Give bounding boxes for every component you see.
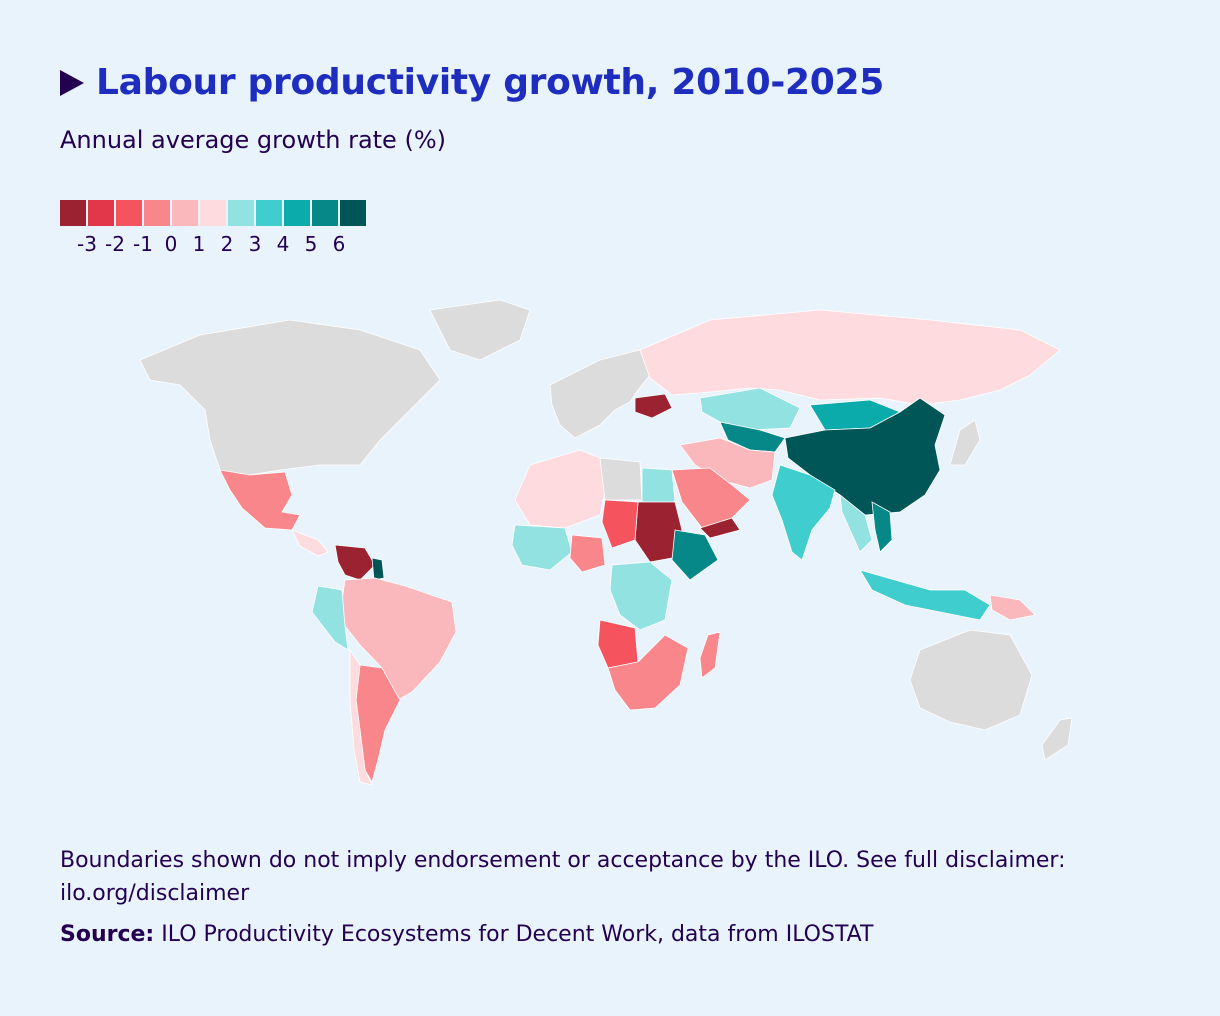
source-line: Source: ILO Productivity Ecosystems for … <box>60 922 873 947</box>
region-japan <box>949 419 981 466</box>
legend-swatch <box>144 200 170 226</box>
region-saudi-arabia <box>671 467 751 529</box>
region-angola <box>597 619 639 669</box>
legend-swatch <box>88 200 114 226</box>
legend-labels: -3 -2 -1 0 1 2 3 4 5 6 <box>60 232 380 258</box>
legend-label: -3 <box>77 232 97 256</box>
legend-swatch <box>172 200 198 226</box>
region-central-america <box>291 529 329 557</box>
legend-label: 0 <box>164 232 178 256</box>
region-yemen <box>699 517 741 539</box>
legend-label: 6 <box>332 232 346 256</box>
legend-label: -2 <box>105 232 125 256</box>
region-peru <box>311 585 349 651</box>
region-libya <box>599 457 643 501</box>
region-ukraine <box>634 393 673 419</box>
page-title: Labour productivity growth, 2010-2025 <box>96 62 885 103</box>
source-text: ILO Productivity Ecosystems for Decent W… <box>154 922 874 947</box>
region-madagascar <box>699 631 721 679</box>
disclaimer-text: Boundaries shown do not imply endorsemen… <box>60 848 1066 906</box>
region-north-africa <box>514 449 606 529</box>
legend-swatch <box>200 200 226 226</box>
source-label: Source: <box>60 922 155 947</box>
region-guyana <box>371 557 385 581</box>
region-australia <box>909 629 1033 731</box>
region-chile <box>349 648 373 786</box>
legend-swatch <box>312 200 338 226</box>
legend-swatch <box>284 200 310 226</box>
legend-swatch <box>116 200 142 226</box>
region-russia <box>639 309 1061 406</box>
subtitle: Annual average growth rate (%) <box>60 126 446 154</box>
region-viet-nam <box>871 501 893 553</box>
region-ethiopia <box>671 529 719 581</box>
legend-swatches <box>60 200 380 226</box>
legend-label: 1 <box>192 232 206 256</box>
region-kazakhstan <box>699 387 801 431</box>
world-map <box>139 299 1073 786</box>
region-southern-africa <box>607 634 689 711</box>
legend-label: 4 <box>276 232 290 256</box>
legend-label: -1 <box>133 232 153 256</box>
region-north-america <box>139 319 441 476</box>
play-arrow-icon <box>60 69 84 96</box>
region-papua-new-guinea <box>989 594 1036 621</box>
legend-label: 5 <box>304 232 318 256</box>
region-indonesia <box>859 569 991 621</box>
legend-swatch <box>256 200 282 226</box>
region-west-africa <box>511 524 573 571</box>
region-europe <box>549 349 651 439</box>
legend-label: 3 <box>248 232 262 256</box>
region-new-zealand <box>1041 717 1073 761</box>
legend-swatch <box>60 200 86 226</box>
region-india <box>771 464 836 561</box>
region-venezuela <box>334 544 376 581</box>
title-row: Labour productivity growth, 2010-2025 <box>60 62 884 103</box>
region-chad <box>601 499 639 549</box>
color-legend: -3 -2 -1 0 1 2 3 4 5 6 <box>60 200 380 258</box>
region-greenland <box>429 299 531 361</box>
region-egypt <box>641 467 676 503</box>
region-mexico <box>219 469 301 531</box>
legend-swatch <box>228 200 254 226</box>
legend-swatch <box>340 200 366 226</box>
region-southeast-asia <box>839 494 873 553</box>
legend-label: 2 <box>220 232 234 256</box>
region-nigeria <box>569 534 606 573</box>
region-dr-congo <box>609 561 673 631</box>
